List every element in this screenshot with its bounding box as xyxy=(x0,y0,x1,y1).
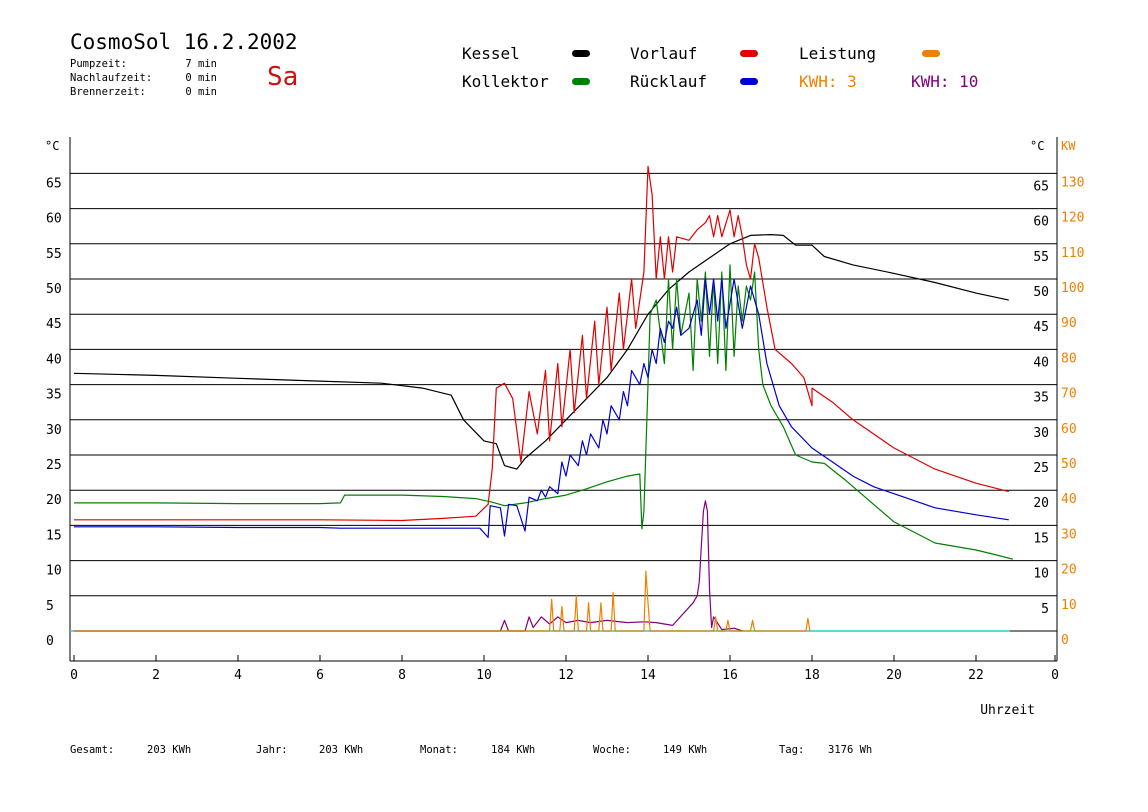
x-tick-label-3: 6 xyxy=(316,668,324,683)
footer-jahr-value: 203 KWh xyxy=(319,744,364,756)
y-right-temp-label-65: 65 xyxy=(1033,179,1049,194)
y-left-label-60: 60 xyxy=(46,212,62,227)
y-right-kw-label-30: 30 xyxy=(1061,527,1077,542)
y-right-temp-label-10: 10 xyxy=(1033,567,1049,582)
footer-woche-value: 149 KWh xyxy=(663,744,708,756)
legend-swatch-kessel xyxy=(572,50,590,57)
series-line-1 xyxy=(74,165,1009,522)
brennerzeit-value: 0 min xyxy=(185,86,217,98)
y-right-temp-label-55: 55 xyxy=(1033,250,1049,265)
y-left-label-50: 50 xyxy=(46,282,62,297)
y-left-label-10: 10 xyxy=(46,564,62,579)
y-left-label-40: 40 xyxy=(46,352,62,367)
y-left-label-65: 65 xyxy=(46,176,62,191)
y-right-kw-label-120: 120 xyxy=(1061,211,1084,226)
legend-swatch-vorlauf xyxy=(740,50,758,57)
y-right-kw-label-60: 60 xyxy=(1061,422,1077,437)
footer-tag-value: 3176 Wh xyxy=(828,744,873,756)
legend-swatch-leistung xyxy=(922,50,940,57)
x-tick-label-12: 0 xyxy=(1051,668,1059,683)
y-left-label-30: 30 xyxy=(46,423,62,438)
y-right-temp-label-45: 45 xyxy=(1033,320,1049,335)
legend-kwh-purple: KWH: 10 xyxy=(911,72,979,91)
chart-title: CosmoSol 16.2.2002 xyxy=(70,30,298,54)
y-right-kw-label-130: 130 xyxy=(1061,175,1084,190)
x-tick-label-7: 14 xyxy=(640,668,656,683)
y-right-unit: °C xyxy=(1030,139,1044,153)
y-right-temp-label-30: 30 xyxy=(1033,426,1049,441)
x-tick-label-0: 0 xyxy=(70,668,78,683)
y-right-kw-label-110: 110 xyxy=(1061,246,1084,261)
legend-swatch-ruecklauf xyxy=(740,78,758,85)
footer-tag-label: Tag: xyxy=(779,744,805,756)
x-tick-label-10: 20 xyxy=(886,668,902,683)
series-line-2 xyxy=(74,264,1014,560)
x-tick-label-8: 16 xyxy=(722,668,738,683)
footer-monat-value: 184 KWh xyxy=(491,744,536,756)
y-right-kw-label-70: 70 xyxy=(1061,387,1077,402)
y-left-unit: °C xyxy=(45,139,59,153)
nachlaufzeit-label: Nachlaufzeit: xyxy=(70,72,153,84)
x-tick-label-2: 4 xyxy=(234,668,242,683)
y-right-kw-label-90: 90 xyxy=(1061,316,1077,331)
legend-swatch-kollektor xyxy=(572,78,590,85)
y-right-kw-unit: KW xyxy=(1061,139,1076,153)
y-right-temp-label-40: 40 xyxy=(1033,355,1049,370)
y-left-label-25: 25 xyxy=(46,458,62,473)
x-tick-label-1: 2 xyxy=(152,668,160,683)
y-right-kw-label-50: 50 xyxy=(1061,457,1077,472)
x-tick-label-4: 8 xyxy=(398,668,406,683)
footer-monat-label: Monat: xyxy=(420,744,458,756)
y-left-label-15: 15 xyxy=(46,528,62,543)
y-right-kw-label-10: 10 xyxy=(1061,598,1077,613)
footer-gesamt-value: 203 KWh xyxy=(147,744,192,756)
series-line-5 xyxy=(74,570,811,632)
footer-gesamt-label: Gesamt: xyxy=(70,744,115,756)
legend-label-ruecklauf: Rücklauf xyxy=(630,72,708,91)
y-left-label-5: 5 xyxy=(46,599,54,614)
x-tick-label-11: 22 xyxy=(968,668,984,683)
y-right-kw-label-80: 80 xyxy=(1061,351,1077,366)
legend-label-leistung: Leistung xyxy=(799,44,877,63)
y-right-temp-label-20: 20 xyxy=(1033,496,1049,511)
y-right-kw-label-100: 100 xyxy=(1061,281,1084,296)
weekday-label: Sa xyxy=(267,62,299,92)
y-right-kw-label-0: 0 xyxy=(1061,633,1069,648)
x-axis-label: Uhrzeit xyxy=(980,703,1035,718)
x-tick-label-6: 12 xyxy=(558,668,574,683)
legend-label-kessel: Kessel xyxy=(462,44,520,63)
legend-kwh-orange: KWH: 3 xyxy=(799,72,857,91)
legend-label-kollektor: Kollektor xyxy=(462,72,549,91)
nachlaufzeit-value: 0 min xyxy=(185,72,217,84)
y-right-temp-label-35: 35 xyxy=(1033,391,1049,406)
pumpzeit-label: Pumpzeit: xyxy=(70,58,127,70)
footer-jahr-label: Jahr: xyxy=(256,744,288,756)
y-left-label-55: 55 xyxy=(46,247,62,262)
y-right-temp-label-50: 50 xyxy=(1033,285,1049,300)
y-left-label-35: 35 xyxy=(46,388,62,403)
legend-label-vorlauf: Vorlauf xyxy=(630,44,698,63)
y-left-label-20: 20 xyxy=(46,493,62,508)
brennerzeit-label: Brennerzeit: xyxy=(70,86,146,98)
series-line-0 xyxy=(73,234,1009,470)
y-right-temp-label-25: 25 xyxy=(1033,461,1049,476)
y-right-temp-label-5: 5 xyxy=(1041,602,1049,617)
y-right-kw-label-20: 20 xyxy=(1061,563,1077,578)
y-right-temp-label-60: 60 xyxy=(1033,215,1049,230)
x-tick-label-5: 10 xyxy=(476,668,492,683)
y-right-temp-label-15: 15 xyxy=(1033,531,1049,546)
x-tick-label-9: 18 xyxy=(804,668,820,683)
y-left-label-0: 0 xyxy=(46,634,54,649)
pumpzeit-value: 7 min xyxy=(185,58,217,70)
series-line-3 xyxy=(74,278,1009,539)
y-right-kw-label-40: 40 xyxy=(1061,492,1077,507)
y-left-label-45: 45 xyxy=(46,317,62,332)
footer-woche-label: Woche: xyxy=(593,744,631,756)
